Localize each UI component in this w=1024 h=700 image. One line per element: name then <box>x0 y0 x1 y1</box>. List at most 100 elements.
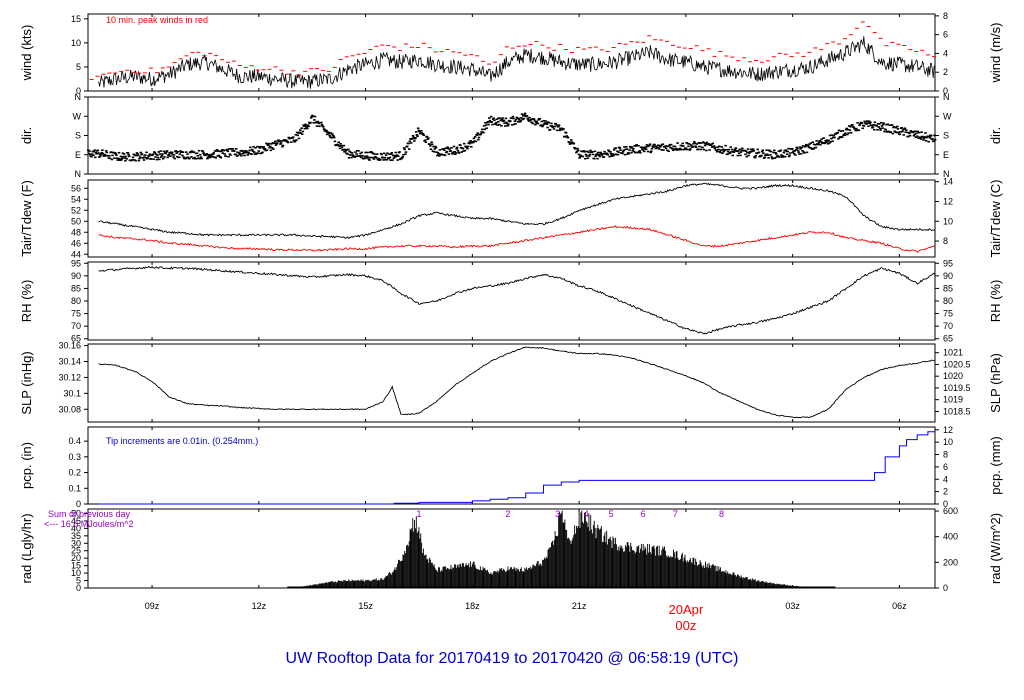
wind-direction-point <box>873 128 876 131</box>
wind-direction-point <box>327 132 331 135</box>
wind-direction-point <box>177 156 181 159</box>
wind-direction-point <box>521 118 524 121</box>
wind-direction-point <box>472 137 476 140</box>
rh-ytick-right-label: 75 <box>943 309 953 319</box>
wind-direction-point <box>562 128 565 130</box>
wind-direction-point <box>906 135 910 138</box>
wind-direction-point <box>848 125 851 127</box>
wind-direction-point <box>372 152 375 155</box>
wind-direction-point <box>430 141 433 143</box>
wind-direction-point <box>539 124 543 126</box>
wind-direction-point <box>275 142 279 144</box>
wind-direction-point <box>632 150 636 153</box>
wind-direction-point <box>243 150 247 152</box>
wind-ytick-right-label: 4 <box>943 48 948 58</box>
wind-direction-point <box>783 149 786 152</box>
wind-direction-point <box>869 121 872 124</box>
wind-direction-point <box>262 146 266 148</box>
wind-direction-point <box>787 147 790 150</box>
wind-direction-point <box>94 156 97 159</box>
wind-direction-point <box>336 144 340 146</box>
wind-direction-point <box>463 149 467 152</box>
wind-direction-point <box>182 156 185 159</box>
wind-direction-point <box>719 149 723 151</box>
wind-direction-point <box>281 145 284 148</box>
wind-direction-point <box>100 151 103 154</box>
wind-direction-point <box>509 120 512 122</box>
wind-direction-point <box>115 154 118 156</box>
wind-direction-point <box>527 119 530 121</box>
wind-direction-point <box>530 121 533 124</box>
wind-direction-point <box>463 142 466 145</box>
wind-direction-point <box>283 139 286 141</box>
wind-direction-point <box>858 123 862 125</box>
wind-direction-point <box>654 147 658 150</box>
wind-direction-point <box>145 151 148 154</box>
wind-direction-point <box>685 141 688 144</box>
wind-direction-point <box>365 157 368 159</box>
rad-ytick-left-label: 20 <box>71 553 81 563</box>
wind-direction-point <box>268 146 271 149</box>
wind-direction-point <box>442 154 446 156</box>
wind-direction-point <box>424 141 428 143</box>
dir-ytick-left-label: E <box>75 150 81 160</box>
wind-direction-point <box>532 118 536 121</box>
wind-direction-point <box>151 154 154 157</box>
wind-direction-point <box>471 141 475 144</box>
wind-direction-point <box>792 150 795 152</box>
wind-direction-point <box>114 153 118 155</box>
wind-direction-point <box>879 129 882 131</box>
wind-direction-point <box>546 126 549 129</box>
wind-direction-point <box>762 152 765 155</box>
wind-direction-point <box>793 150 797 152</box>
wind-direction-point <box>736 154 740 157</box>
wind-direction-point <box>896 125 899 128</box>
wind-direction-point <box>623 146 626 148</box>
wind-direction-point <box>125 158 128 160</box>
wind-direction-point <box>240 154 243 157</box>
wind-direction-point <box>695 143 699 145</box>
wind-direction-point <box>142 159 146 161</box>
wind-direction-point <box>477 136 481 139</box>
wind-ytick-right-label: 8 <box>943 11 948 21</box>
slp-ylabel-right: SLP (hPa) <box>988 353 1003 413</box>
wind-direction-point <box>185 156 189 159</box>
wind-direction-point <box>195 152 199 155</box>
wind-direction-point <box>507 119 511 122</box>
rad-ytick-left-label: 35 <box>71 531 81 541</box>
wind-direction-point <box>496 120 500 123</box>
wind-direction-point <box>338 145 341 147</box>
wind-direction-point <box>855 127 858 130</box>
wind-direction-point <box>87 152 91 155</box>
wind-direction-point <box>844 128 848 131</box>
wind-direction-point <box>633 144 636 147</box>
date-label: 20Apr <box>669 602 704 617</box>
wind-direction-point <box>621 152 624 155</box>
wind-direction-point <box>799 152 803 155</box>
wind-direction-point <box>341 148 345 151</box>
pcp-ytick-left-label: 0.2 <box>68 468 81 478</box>
dir-ytick-left-label: N <box>75 92 82 102</box>
wind-direction-point <box>428 143 431 145</box>
wind-direction-point <box>708 149 711 151</box>
wind-direction-point <box>337 141 340 144</box>
wind-direction-point <box>603 150 606 153</box>
xtick-label: 12z <box>252 601 267 611</box>
rad-ytick-right-label: 600 <box>943 506 958 516</box>
wind-direction-point <box>494 123 497 126</box>
wind-direction-point <box>889 131 893 133</box>
wind-direction-point <box>847 132 850 134</box>
wind-direction-point <box>397 155 400 157</box>
wind-direction-point <box>391 159 394 161</box>
wind-direction-point <box>808 146 812 149</box>
wind-direction-point <box>738 148 741 151</box>
wind-direction-point <box>158 153 162 155</box>
wind-direction-point <box>477 138 480 141</box>
wind-direction-point <box>345 152 348 155</box>
wind-direction-point <box>218 150 221 153</box>
wind-direction-point <box>290 141 293 143</box>
wind-direction-point <box>589 149 592 152</box>
wind-direction-point <box>607 149 610 152</box>
